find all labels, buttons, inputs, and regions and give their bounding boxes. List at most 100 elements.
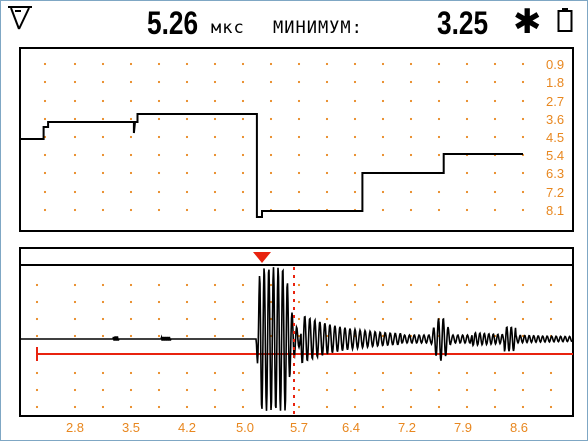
grid-dot: [241, 300, 245, 304]
grid-dot: [73, 300, 77, 304]
grid-dot: [465, 171, 469, 175]
grid-dot: [465, 62, 469, 66]
grid-dot: [521, 371, 525, 375]
grid-dot: [129, 153, 133, 157]
grid-dot: [493, 80, 497, 84]
grid-dot: [409, 405, 413, 409]
grid-dot: [353, 317, 357, 321]
grid-dot: [437, 62, 441, 66]
profile-axis-label: 0.9: [546, 57, 564, 72]
grid-dot: [101, 99, 105, 103]
grid-dot: [129, 283, 133, 287]
grid-dot: [549, 405, 553, 409]
grid-dot: [43, 190, 47, 194]
grid-dot: [297, 388, 301, 392]
grid-dot: [241, 190, 245, 194]
grid-dot: [101, 80, 105, 84]
grid-dot: [297, 135, 301, 139]
grid-dot: [241, 62, 245, 66]
grid-dot: [493, 117, 497, 121]
grid-dot: [241, 283, 245, 287]
grid-dot: [549, 300, 553, 304]
grid-dot: [353, 300, 357, 304]
grid-dot: [101, 208, 105, 212]
grid-dot: [213, 171, 217, 175]
grid-dot: [157, 171, 161, 175]
grid-dot: [129, 371, 133, 375]
grid-dot: [129, 317, 133, 321]
grid-dot: [521, 62, 525, 66]
waveform-axis-label: 2.8: [66, 420, 84, 435]
grid-dot: [353, 371, 357, 375]
grid-dot: [269, 80, 273, 84]
grid-dot: [157, 208, 161, 212]
grid-dot: [241, 99, 245, 103]
grid-dot: [465, 317, 469, 321]
grid-dot: [325, 171, 329, 175]
grid-dot: [493, 300, 497, 304]
grid-dot: [465, 388, 469, 392]
grid-dot: [549, 388, 553, 392]
profile-axis-label: 3.6: [546, 112, 564, 127]
grid-dot: [157, 117, 161, 121]
grid-dot: [73, 153, 77, 157]
grid-dot: [297, 405, 301, 409]
grid-dot: [325, 80, 329, 84]
grid-dot: [213, 62, 217, 66]
waveform-axis-label: 6.4: [342, 420, 360, 435]
grid-dot: [213, 208, 217, 212]
grid-dot: [437, 153, 441, 157]
profile-axis-label: 8.1: [546, 203, 564, 218]
grid-dot: [129, 334, 133, 338]
grid-dot: [213, 99, 217, 103]
grid-dot: [465, 117, 469, 121]
grid-dot: [129, 62, 133, 66]
grid-dot: [381, 153, 385, 157]
grid-dot: [101, 171, 105, 175]
grid-dot: [325, 117, 329, 121]
grid-dot: [185, 388, 189, 392]
profile-axis-label: 5.4: [546, 148, 564, 163]
grid-dot: [325, 62, 329, 66]
grid-dot: [269, 300, 273, 304]
grid-dot: [493, 317, 497, 321]
asterisk-icon: ✱: [513, 2, 542, 42]
grid-dot: [297, 117, 301, 121]
grid-dot: [185, 117, 189, 121]
grid-dot: [157, 135, 161, 139]
grid-dot: [213, 190, 217, 194]
grid-dot: [549, 317, 553, 321]
grid-dot: [185, 208, 189, 212]
grid-dot: [381, 283, 385, 287]
grid-dot: [437, 80, 441, 84]
grid-dot: [157, 153, 161, 157]
grid-dot: [437, 388, 441, 392]
grid-dot: [43, 171, 47, 175]
grid-dot: [353, 405, 357, 409]
cursor-marker[interactable]: [253, 252, 271, 263]
grid-dot: [297, 171, 301, 175]
grid-dot: [185, 190, 189, 194]
waveform-axis-labels: 2.83.54.24.95.05.76.47.27.98.6: [66, 420, 528, 435]
grid-dot: [129, 388, 133, 392]
grid-dot: [185, 153, 189, 157]
grid-dot: [297, 80, 301, 84]
grid-dot: [409, 317, 413, 321]
grid-dot: [73, 171, 77, 175]
grid-dot: [297, 371, 301, 375]
grid-dot: [325, 135, 329, 139]
grid-dot: [437, 135, 441, 139]
grid-dot: [129, 135, 133, 139]
battery-icon: [557, 8, 573, 32]
grid-dot: [241, 388, 245, 392]
grid-dot: [409, 371, 413, 375]
grid-dot: [297, 190, 301, 194]
grid-dot: [269, 99, 273, 103]
grid-dot: [521, 117, 525, 121]
grid-dot: [101, 300, 105, 304]
grid-dot: [43, 208, 47, 212]
grid-dot: [381, 99, 385, 103]
grid-dot: [73, 99, 77, 103]
waveform-axis-label: 5.7: [290, 420, 308, 435]
grid-dot: [353, 99, 357, 103]
